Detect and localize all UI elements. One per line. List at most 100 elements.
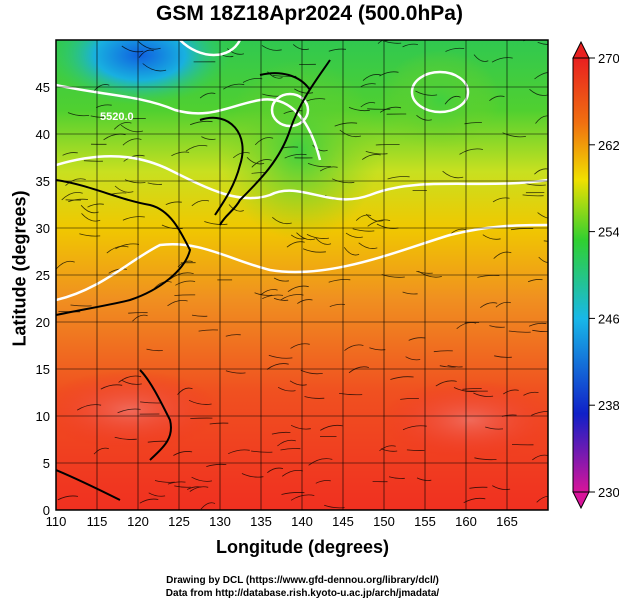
streamline [81,213,101,222]
y-axis-ticks: 0 5 10 15 20 25 30 35 40 45 [36,80,50,518]
streamline [61,191,83,201]
trough-region [220,60,380,240]
streamline [377,40,385,44]
streamline [138,49,154,58]
y-tick-label: 15 [36,362,50,377]
streamline [111,192,127,195]
streamline [147,440,168,443]
credit-data-source: Data from http://database.rish.kyoto-u.a… [165,588,440,599]
streamline [485,426,504,430]
contour-line [179,40,242,57]
streamline [367,219,391,227]
streamline [154,480,175,483]
streamline [284,153,307,159]
streamline [302,248,326,253]
streamline [535,115,548,124]
streamline [225,370,246,374]
streamline [161,224,183,230]
streamline [343,247,360,256]
streamline [121,379,142,385]
credit-dcl: Drawing by DCL (https://www.gfd-dennou.o… [166,575,439,586]
x-tick-label: 160 [455,514,477,529]
x-tick-label: 120 [127,514,149,529]
streamline [510,228,534,231]
streamline [96,104,112,108]
y-tick-label: 0 [43,503,50,518]
streamline [297,299,313,304]
streamline [360,102,376,108]
streamline [79,233,101,237]
streamline [491,57,513,63]
streamline [191,314,208,317]
streamline [251,159,272,168]
x-axis-label: Longitude (degrees) [215,537,389,557]
streamline [358,242,378,249]
streamline [502,132,526,138]
streamline [328,48,347,52]
streamline [242,77,263,83]
colorbar-tick-label: 262 [598,138,619,153]
streamline [277,386,296,392]
streamline [228,204,244,212]
streamline [114,436,137,440]
streamline [90,115,106,118]
coastline-korea [199,116,244,216]
streamline [300,369,323,375]
colorbar-tick-label: 230 [598,485,619,500]
streamline [528,322,547,327]
streamline [537,42,548,45]
streamline [204,221,228,225]
streamline [435,380,457,387]
streamline [225,334,241,337]
streamline [146,348,163,352]
streamline [93,84,110,92]
streamline [261,45,282,51]
streamline [345,232,363,238]
x-tick-label: 135 [250,514,272,529]
streamline [281,469,303,477]
streamline [383,40,393,42]
streamline [266,363,289,370]
streamline [328,279,351,283]
streamline [304,396,325,399]
y-tick-label: 35 [36,174,50,189]
streamline [495,301,511,308]
contour-line [56,223,548,302]
streamline [355,214,372,221]
streamline [100,384,123,390]
streamline [114,185,134,193]
streamline [361,154,381,160]
streamline [254,292,273,296]
streamline [260,289,278,295]
streamline [352,228,375,232]
streamline [191,476,213,482]
coastline-philippines [139,369,172,461]
streamline [408,337,426,341]
streamline [70,304,92,307]
streamline [280,294,304,301]
x-tick-label: 110 [46,514,67,529]
streamline [527,279,543,283]
streamline [339,393,363,396]
streamline [262,294,284,299]
x-tick-label: 145 [332,514,354,529]
streamline [254,137,274,146]
streamline [477,274,500,278]
colorbar-tick-label: 238 [598,398,619,413]
streamline [405,356,421,361]
streamline [296,232,316,241]
streamline [201,136,216,140]
streamline [290,424,311,430]
ridge-region [380,50,500,150]
streamline [251,450,273,453]
streamline [139,498,159,504]
streamline [199,92,216,99]
streamline [277,439,296,447]
streamline [522,194,544,197]
streamline [503,389,519,395]
y-tick-label: 5 [43,456,50,471]
streamline [532,329,548,333]
streamline [167,300,188,307]
streamline [459,148,483,155]
